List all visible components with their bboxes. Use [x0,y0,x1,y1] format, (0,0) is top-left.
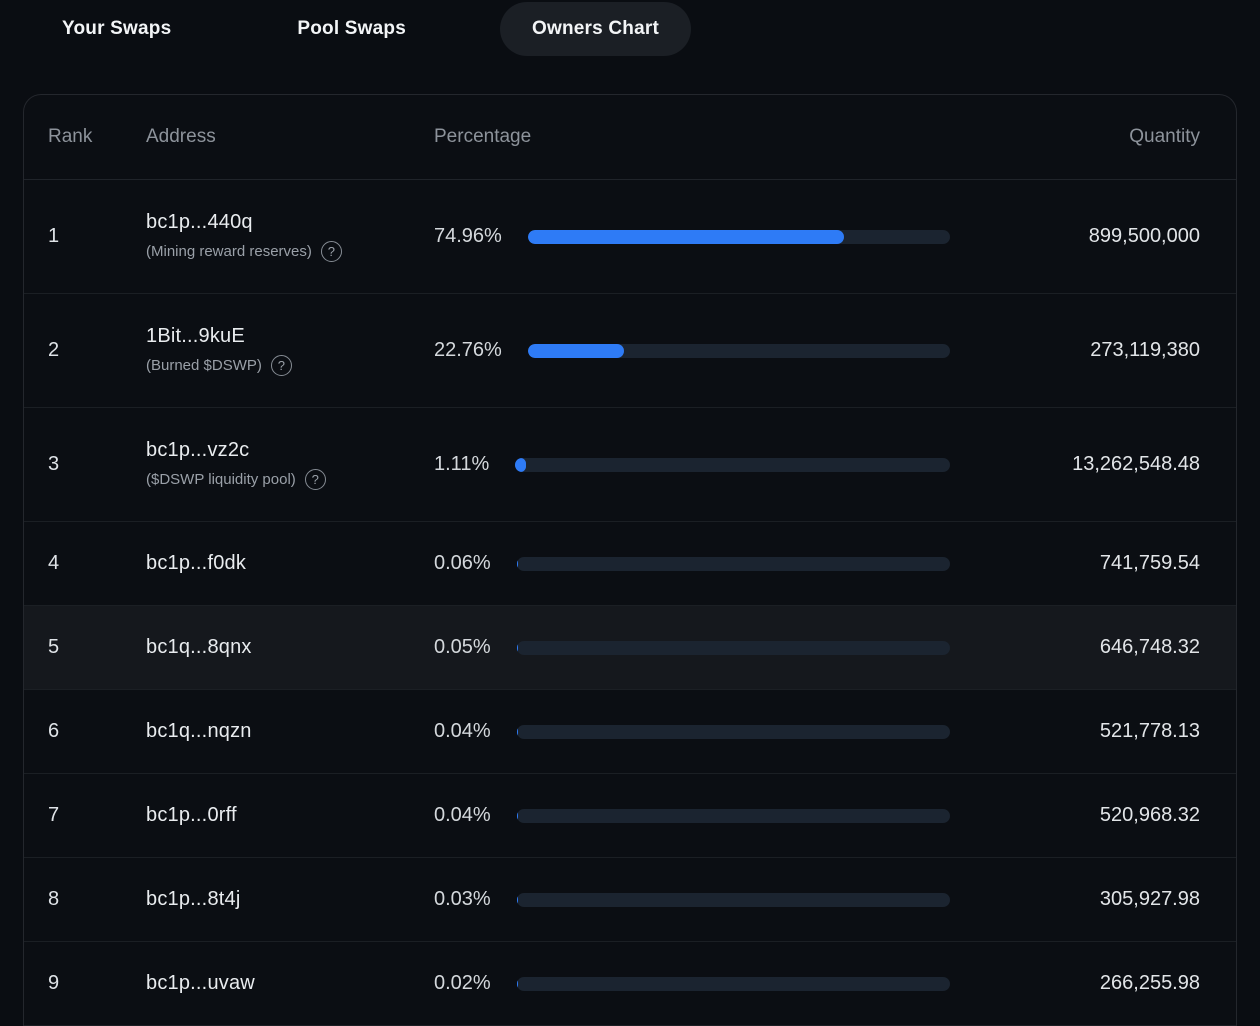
quantity-cell: 520,968.32 [1099,804,1200,826]
rank-cell: 5 [48,636,60,658]
address-name: bc1p...440q [146,211,253,233]
percentage-cell: 0.03% [434,888,1004,911]
column-header-rank: Rank [48,126,93,147]
percentage-cell: 0.05% [434,636,1004,659]
address-sublabel-row: (Mining reward reserves) ? [146,241,434,262]
column-header-percentage: Percentage [434,126,532,147]
address-cell: 1Bit...9kuE (Burned $DSWP) ? [146,325,434,376]
table-row[interactable]: 7 bc1p...0rff 0.04% 520,968.32 [24,774,1236,858]
address-name: bc1p...f0dk [146,552,247,574]
table-row[interactable]: 6 bc1q...nqzn 0.04% 521,778.13 [24,690,1236,774]
table-body: 1 bc1p...440q (Mining reward reserves) ?… [24,180,1236,1026]
rank-cell: 2 [48,339,60,361]
rank-cell: 7 [48,804,60,826]
progress-bar [516,892,950,907]
progress-bar [527,343,950,358]
percentage-cell: 0.06% [434,552,1004,575]
owners-table: Rank Address Percentage Quantity 1 bc1p.… [23,94,1237,1026]
percentage-value: 0.04% [434,804,491,826]
address-name: bc1q...nqzn [146,720,252,742]
progress-fill [527,343,624,358]
address-name: bc1q...8qnx [146,636,252,658]
progress-bar [516,724,950,739]
percentage-value: 0.03% [434,888,491,910]
percentage-value: 74.96% [434,225,502,247]
address-cell: bc1p...440q (Mining reward reserves) ? [146,211,434,262]
address-cell: bc1p...vz2c ($DSWP liquidity pool) ? [146,439,434,490]
tab-pool-swaps[interactable]: Pool Swaps [265,2,438,56]
rank-cell: 8 [48,888,60,910]
tab-owners-chart[interactable]: Owners Chart [499,2,691,56]
quantity-cell: 646,748.32 [1099,636,1200,658]
percentage-value: 0.06% [434,552,491,574]
progress-fill [527,229,845,244]
address-name: bc1p...0rff [146,804,237,826]
rank-cell: 9 [48,972,60,994]
progress-bar [515,457,950,472]
address-sublabel: ($DSWP liquidity pool) [146,471,296,488]
address-sublabel-row: ($DSWP liquidity pool) ? [146,469,434,490]
table-row[interactable]: 5 bc1q...8qnx 0.05% 646,748.32 [24,606,1236,690]
percentage-value: 0.02% [434,972,491,994]
percentage-value: 22.76% [434,339,502,361]
progress-bar [527,229,950,244]
address-name: bc1p...uvaw [146,972,255,994]
percentage-value: 0.04% [434,720,491,742]
address-cell: bc1q...8qnx [146,636,434,659]
percentage-cell: 22.76% [434,339,1004,362]
tab-bar: Your Swaps Pool Swaps Owners Chart [0,0,1260,56]
address-sublabel: (Burned $DSWP) [146,357,262,374]
percentage-value: 0.05% [434,636,491,658]
table-row[interactable]: 3 bc1p...vz2c ($DSWP liquidity pool) ? 1… [24,408,1236,522]
rank-cell: 1 [48,225,60,247]
quantity-cell: 13,262,548.48 [1072,453,1200,475]
percentage-value: 1.11% [434,453,490,475]
info-icon[interactable]: ? [304,469,326,490]
address-cell: bc1p...0rff [146,804,434,827]
percentage-cell: 0.02% [434,972,1004,995]
rank-cell: 3 [48,453,60,475]
progress-bar [516,808,950,823]
progress-bar [516,640,950,655]
quantity-cell: 266,255.98 [1099,972,1200,994]
address-cell: bc1p...f0dk [146,552,434,575]
column-header-quantity: Quantity [1129,126,1200,147]
rank-cell: 6 [48,720,60,742]
percentage-cell: 0.04% [434,720,1004,743]
percentage-cell: 74.96% [434,225,1004,248]
table-row[interactable]: 8 bc1p...8t4j 0.03% 305,927.98 [24,858,1236,942]
progress-bar [516,976,950,991]
table-row[interactable]: 9 bc1p...uvaw 0.02% 266,255.98 [24,942,1236,1026]
info-icon[interactable]: ? [320,241,342,262]
address-sublabel: (Mining reward reserves) [146,243,312,260]
address-sublabel-row: (Burned $DSWP) ? [146,355,434,376]
column-header-address: Address [146,126,216,147]
address-cell: bc1q...nqzn [146,720,434,743]
percentage-cell: 0.04% [434,804,1004,827]
quantity-cell: 899,500,000 [1088,225,1200,247]
quantity-cell: 273,119,380 [1090,339,1200,361]
percentage-cell: 1.11% [434,453,1004,476]
address-name: bc1p...vz2c [146,439,250,461]
quantity-cell: 741,759.54 [1099,552,1200,574]
table-header: Rank Address Percentage Quantity [24,95,1236,180]
table-row[interactable]: 1 bc1p...440q (Mining reward reserves) ?… [24,180,1236,294]
table-row[interactable]: 4 bc1p...f0dk 0.06% 741,759.54 [24,522,1236,606]
address-name: 1Bit...9kuE [146,325,245,347]
table-row[interactable]: 2 1Bit...9kuE (Burned $DSWP) ? 22.76% 27… [24,294,1236,408]
info-icon[interactable]: ? [270,355,292,376]
tab-your-swaps[interactable]: Your Swaps [30,2,203,56]
quantity-cell: 305,927.98 [1099,888,1200,910]
address-name: bc1p...8t4j [146,888,241,910]
progress-bar [516,556,950,571]
address-cell: bc1p...uvaw [146,972,434,995]
progress-fill [515,457,527,472]
quantity-cell: 521,778.13 [1099,720,1200,742]
address-cell: bc1p...8t4j [146,888,434,911]
rank-cell: 4 [48,552,60,574]
